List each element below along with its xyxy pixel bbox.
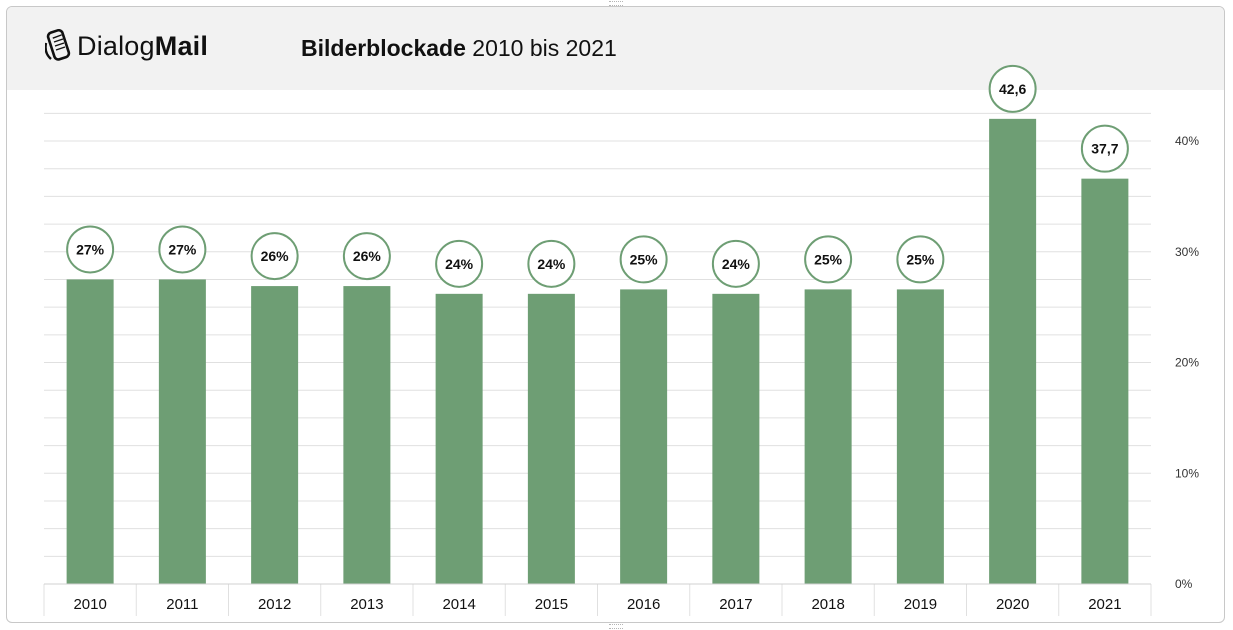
data-label: 37,7: [1091, 141, 1118, 157]
bar: [989, 118, 1037, 584]
bar: [896, 289, 944, 584]
brand-name: DialogMail: [77, 31, 208, 62]
data-label-circle: [435, 239, 484, 288]
x-tick-label: 2019: [904, 596, 937, 613]
data-label: 24%: [537, 256, 566, 272]
x-tick-label: 2018: [811, 596, 844, 613]
x-tick-label: 2012: [258, 596, 291, 613]
phone-mail-icon: [45, 29, 71, 61]
bar: [712, 293, 760, 584]
brand-logo: DialogMail: [45, 29, 208, 63]
x-tick-label: 2011: [166, 596, 198, 613]
bar: [527, 293, 575, 584]
data-label: 24%: [722, 256, 751, 272]
x-tick-label: 2013: [350, 596, 383, 613]
data-label: 27%: [76, 241, 105, 257]
chart-header: DialogMail Bilderblockade 2010 bis 2021: [7, 7, 1224, 90]
bar: [435, 293, 483, 584]
data-label-circle: [619, 235, 668, 284]
data-label: 25%: [814, 251, 843, 267]
data-label-circle: [342, 232, 391, 281]
bar: [158, 279, 206, 584]
y-tick-label: 30%: [1175, 245, 1199, 259]
x-tick-label: 2015: [535, 596, 568, 613]
data-label: 25%: [906, 251, 935, 267]
brand-name-bold: Mail: [154, 30, 209, 61]
data-label-circle: [527, 239, 576, 288]
chart-title-bold: Bilderblockade: [301, 35, 466, 61]
bar: [804, 289, 852, 584]
data-label: 27%: [168, 241, 197, 257]
data-label: 26%: [353, 248, 382, 264]
data-label-circle: [1080, 124, 1129, 173]
data-label-circle: [711, 239, 760, 288]
data-label-circle: [66, 225, 115, 274]
data-label: 26%: [261, 248, 290, 264]
x-tick-label: 2017: [719, 596, 752, 613]
y-tick-label: 10%: [1175, 466, 1199, 480]
data-label-circle: [896, 235, 945, 284]
bar: [343, 286, 391, 584]
chart-title-rest: 2010 bis 2021: [465, 35, 617, 61]
data-label: 25%: [630, 251, 659, 267]
y-tick-label: 40%: [1175, 134, 1199, 148]
data-label: 24%: [445, 256, 474, 272]
x-tick-label: 2014: [442, 596, 475, 613]
data-label-circle: [250, 232, 299, 281]
data-label: 42,6: [999, 81, 1026, 97]
bar: [66, 279, 114, 584]
x-tick-label: 2021: [1088, 596, 1121, 613]
bar: [620, 289, 668, 584]
bar: [251, 286, 299, 584]
chart-title: Bilderblockade 2010 bis 2021: [301, 35, 617, 62]
data-label-circle: [804, 235, 853, 284]
x-tick-label: 2020: [996, 596, 1029, 613]
data-label-circle: [158, 225, 207, 274]
y-tick-label: 20%: [1175, 356, 1199, 370]
y-tick-label: 0%: [1175, 577, 1193, 591]
resize-handle-top[interactable]: [609, 1, 623, 6]
resize-handle-bottom[interactable]: [609, 624, 623, 629]
x-tick-label: 2016: [627, 596, 660, 613]
x-tick-label: 2010: [73, 596, 106, 613]
data-label-circle: [988, 64, 1037, 113]
bar: [1081, 178, 1129, 584]
brand-name-light: Dialog: [77, 30, 155, 61]
